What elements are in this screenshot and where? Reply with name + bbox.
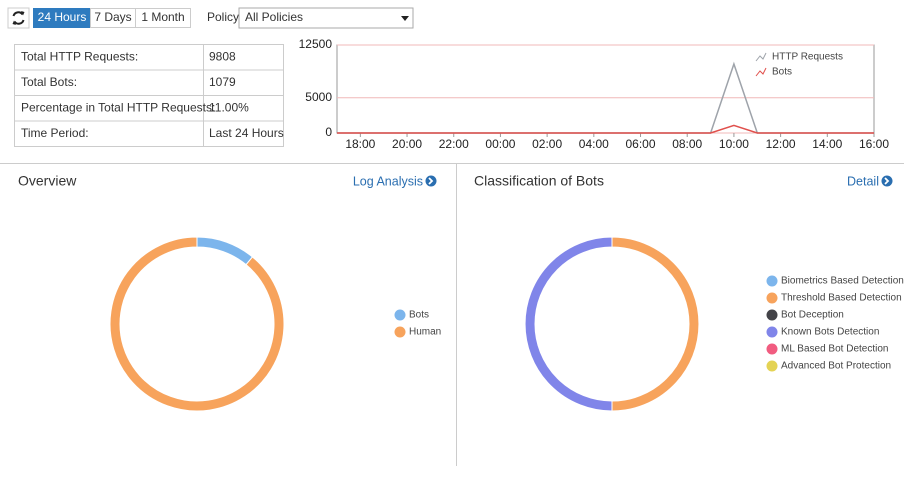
legend-dot <box>394 326 406 338</box>
legend-dot <box>394 309 406 321</box>
select-arrow <box>401 16 409 21</box>
x-tick-label: 02:00 <box>532 137 562 151</box>
range-button[interactable]: 24 Hours <box>33 8 91 28</box>
range-button[interactable]: 1 Month <box>135 8 191 28</box>
row-value: 11.00% <box>209 101 249 115</box>
legend-item[interactable]: Bots <box>394 309 430 321</box>
row-label: Percentage in Total HTTP Requests: <box>21 101 215 115</box>
x-tick-label: 06:00 <box>626 137 656 151</box>
panel-title: Overview <box>18 173 77 189</box>
row-value: Last 24 Hours <box>209 126 284 140</box>
row-label: Total Bots: <box>21 75 77 89</box>
legend-label: HTTP Requests <box>772 52 843 63</box>
range-button[interactable]: 7 Days <box>90 8 136 28</box>
donut-segment <box>109 236 285 412</box>
button-label: 24 Hours <box>38 10 87 24</box>
legend-item[interactable]: Biometrics Based Detection <box>766 275 904 287</box>
x-tick-label: 12:00 <box>766 137 796 151</box>
row-value: 9808 <box>209 50 236 64</box>
button-label: 1 Month <box>141 10 184 24</box>
legend-label: Advanced Bot Protection <box>781 361 891 372</box>
legend-label: Human <box>409 327 441 338</box>
legend-label: Bot Deception <box>781 310 844 321</box>
legend-swatch <box>755 67 767 77</box>
legend-label: Bots <box>772 67 792 78</box>
refresh-button[interactable] <box>7 7 30 29</box>
y-tick-label: 12500 <box>299 37 333 51</box>
button-label: 7 Days <box>94 10 131 24</box>
detail-link[interactable]: Detail <box>847 174 879 188</box>
legend-label: Bots <box>409 310 429 321</box>
row-label: Time Period: <box>21 126 89 140</box>
link-arrow <box>428 177 434 185</box>
x-tick-label: 22:00 <box>439 137 469 151</box>
donut-segment <box>196 236 254 266</box>
select-frame <box>238 7 414 29</box>
legend-dot <box>766 309 778 321</box>
legend-item[interactable]: Known Bots Detection <box>766 326 880 338</box>
policy-select[interactable]: All Policies <box>238 7 414 29</box>
y-tick-label: 5000 <box>305 90 332 104</box>
donut-segment <box>524 236 613 412</box>
plot-area <box>336 44 875 134</box>
legend-label: Known Bots Detection <box>781 327 879 338</box>
x-tick-label: 14:00 <box>812 137 842 151</box>
legend-dot <box>766 360 778 372</box>
x-tick-label: 08:00 <box>672 137 702 151</box>
row-label: Total HTTP Requests: <box>21 50 138 64</box>
donut-segment <box>611 236 700 412</box>
legend-label: ML Based Bot Detection <box>781 344 888 355</box>
legend-item[interactable]: Bot Deception <box>766 309 844 321</box>
x-tick-label: 18:00 <box>345 137 375 151</box>
legend-dot <box>766 326 778 338</box>
select-value: All Policies <box>245 10 303 24</box>
refresh-icon <box>12 11 25 25</box>
row-value: 1079 <box>209 75 236 89</box>
x-tick-label: 16:00 <box>859 137 889 151</box>
link-icon <box>425 175 437 187</box>
x-tick-label: 10:00 <box>719 137 749 151</box>
log-analysis-link[interactable]: Log Analysis <box>353 174 423 188</box>
legend-item[interactable]: ML Based Bot Detection <box>766 343 889 355</box>
policy-label: Policy <box>207 10 239 24</box>
x-tick-label: 04:00 <box>579 137 609 151</box>
legend-item[interactable]: Threshold Based Detection <box>766 292 902 304</box>
x-tick-label: 00:00 <box>485 137 515 151</box>
y-tick-label: 0 <box>325 125 332 139</box>
x-tick-label: 20:00 <box>392 137 422 151</box>
panel-title: Classification of Bots <box>474 173 604 189</box>
legend-dot <box>766 292 778 304</box>
refresh-arrows <box>12 11 25 25</box>
legend-item[interactable]: Human <box>394 326 442 338</box>
refresh-frame <box>7 7 30 29</box>
legend-item[interactable]: Advanced Bot Protection <box>766 360 892 372</box>
link-arrow <box>884 177 890 185</box>
legend-label: Biometrics Based Detection <box>781 276 904 287</box>
legend-label: Threshold Based Detection <box>781 293 902 304</box>
button-frame <box>135 8 191 28</box>
legend-dot <box>766 343 778 355</box>
series-line <box>337 124 874 134</box>
legend-swatch <box>755 52 767 62</box>
legend-dot <box>766 275 778 287</box>
link-icon <box>881 175 893 187</box>
